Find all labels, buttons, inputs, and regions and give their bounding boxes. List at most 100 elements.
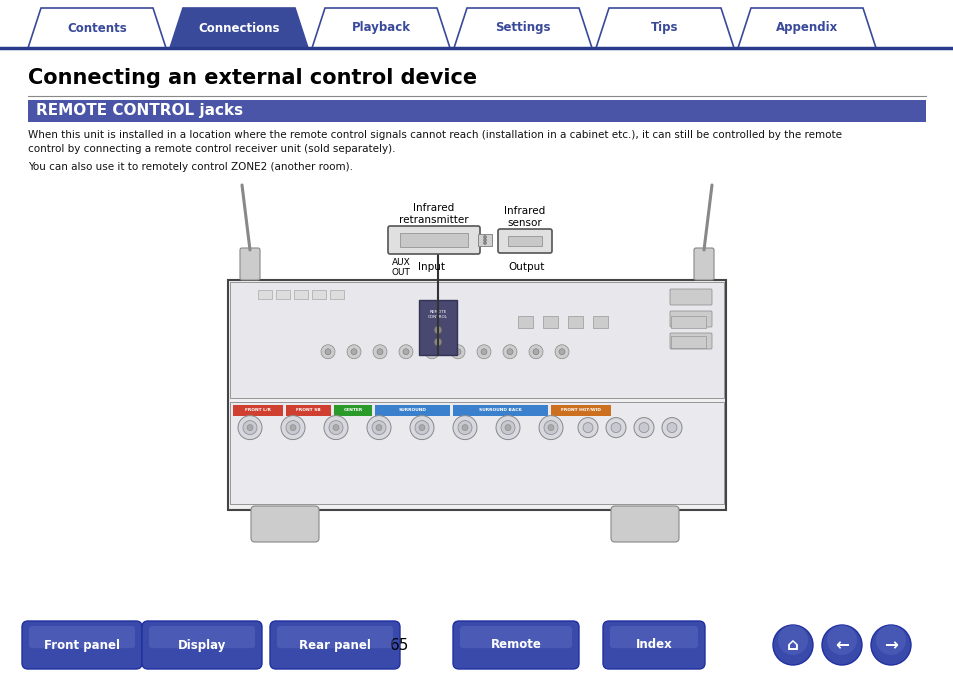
Circle shape xyxy=(418,425,424,431)
Text: You can also use it to remotely control ZONE2 (another room).: You can also use it to remotely control … xyxy=(28,162,353,172)
Text: Appendix: Appendix xyxy=(775,22,838,34)
Text: Front panel: Front panel xyxy=(44,639,120,651)
FancyBboxPatch shape xyxy=(669,311,711,327)
FancyBboxPatch shape xyxy=(142,621,262,669)
Circle shape xyxy=(398,345,413,359)
Text: Index: Index xyxy=(635,639,672,651)
Circle shape xyxy=(434,326,441,334)
FancyBboxPatch shape xyxy=(399,233,468,247)
Polygon shape xyxy=(454,8,592,48)
Text: Infrared
retransmitter: Infrared retransmitter xyxy=(398,203,468,225)
Circle shape xyxy=(543,421,558,435)
Circle shape xyxy=(826,625,856,655)
Circle shape xyxy=(286,421,299,435)
FancyBboxPatch shape xyxy=(29,626,135,648)
FancyBboxPatch shape xyxy=(228,280,725,510)
Circle shape xyxy=(372,421,386,435)
FancyBboxPatch shape xyxy=(602,621,704,669)
Circle shape xyxy=(555,345,568,359)
FancyBboxPatch shape xyxy=(334,404,372,416)
Circle shape xyxy=(325,349,331,355)
Circle shape xyxy=(290,425,295,431)
Circle shape xyxy=(506,349,513,355)
FancyBboxPatch shape xyxy=(609,626,698,648)
Text: AUX
OUT: AUX OUT xyxy=(392,258,411,277)
Circle shape xyxy=(558,349,564,355)
FancyBboxPatch shape xyxy=(542,316,558,328)
FancyBboxPatch shape xyxy=(251,506,318,542)
Text: →: → xyxy=(883,636,897,654)
Circle shape xyxy=(639,423,648,433)
Circle shape xyxy=(480,349,486,355)
Text: REMOTE CONTROL jacks: REMOTE CONTROL jacks xyxy=(36,104,243,118)
FancyBboxPatch shape xyxy=(276,626,393,648)
Circle shape xyxy=(455,349,460,355)
Circle shape xyxy=(496,416,519,439)
Circle shape xyxy=(243,421,256,435)
Text: FRONT HGT/WID: FRONT HGT/WID xyxy=(560,408,600,412)
Polygon shape xyxy=(28,8,166,48)
FancyBboxPatch shape xyxy=(257,290,272,299)
FancyBboxPatch shape xyxy=(286,404,331,416)
FancyBboxPatch shape xyxy=(670,316,705,328)
Text: 65: 65 xyxy=(390,637,409,653)
Circle shape xyxy=(582,423,593,433)
Circle shape xyxy=(351,349,356,355)
Circle shape xyxy=(324,416,348,439)
Circle shape xyxy=(320,345,335,359)
Text: Contents: Contents xyxy=(67,22,127,34)
FancyBboxPatch shape xyxy=(230,282,723,398)
Text: SURROUND BACK: SURROUND BACK xyxy=(478,408,521,412)
Circle shape xyxy=(237,416,262,439)
Text: CENTER: CENTER xyxy=(343,408,362,412)
Text: Infrared
sensor: Infrared sensor xyxy=(504,207,545,228)
Polygon shape xyxy=(738,8,875,48)
FancyBboxPatch shape xyxy=(330,290,344,299)
Polygon shape xyxy=(312,8,450,48)
Circle shape xyxy=(402,349,409,355)
FancyBboxPatch shape xyxy=(593,316,607,328)
Circle shape xyxy=(347,345,360,359)
Text: Input: Input xyxy=(417,262,444,272)
Circle shape xyxy=(376,349,382,355)
FancyBboxPatch shape xyxy=(149,626,254,648)
FancyBboxPatch shape xyxy=(270,621,399,669)
FancyBboxPatch shape xyxy=(551,404,610,416)
Circle shape xyxy=(415,421,429,435)
Circle shape xyxy=(605,418,625,437)
FancyBboxPatch shape xyxy=(233,404,283,416)
Circle shape xyxy=(538,416,562,439)
Circle shape xyxy=(666,423,677,433)
Text: When this unit is installed in a location where the remote control signals canno: When this unit is installed in a locatio… xyxy=(28,130,841,140)
Circle shape xyxy=(451,345,464,359)
Circle shape xyxy=(634,418,654,437)
Circle shape xyxy=(533,349,538,355)
Text: FRONT SB: FRONT SB xyxy=(295,408,320,412)
Text: Display: Display xyxy=(177,639,226,651)
Text: Settings: Settings xyxy=(495,22,550,34)
Text: REMOTE
CONTROL: REMOTE CONTROL xyxy=(428,310,448,318)
Circle shape xyxy=(821,625,862,665)
FancyBboxPatch shape xyxy=(453,404,547,416)
Text: ⌂: ⌂ xyxy=(786,636,798,654)
Circle shape xyxy=(457,421,472,435)
Circle shape xyxy=(529,345,542,359)
FancyBboxPatch shape xyxy=(517,316,533,328)
FancyBboxPatch shape xyxy=(22,621,142,669)
Polygon shape xyxy=(170,8,308,48)
Text: control by connecting a remote control receiver unit (sold separately).: control by connecting a remote control r… xyxy=(28,144,395,154)
FancyBboxPatch shape xyxy=(507,236,541,246)
Circle shape xyxy=(429,349,435,355)
FancyBboxPatch shape xyxy=(240,248,260,280)
Text: Remote: Remote xyxy=(490,639,541,651)
Polygon shape xyxy=(596,8,733,48)
Circle shape xyxy=(373,345,387,359)
FancyBboxPatch shape xyxy=(669,289,711,305)
Circle shape xyxy=(329,421,343,435)
Circle shape xyxy=(434,338,441,346)
Circle shape xyxy=(778,625,807,655)
FancyBboxPatch shape xyxy=(477,234,492,246)
Text: Connections: Connections xyxy=(198,22,279,34)
Circle shape xyxy=(661,418,681,437)
Circle shape xyxy=(870,625,910,665)
